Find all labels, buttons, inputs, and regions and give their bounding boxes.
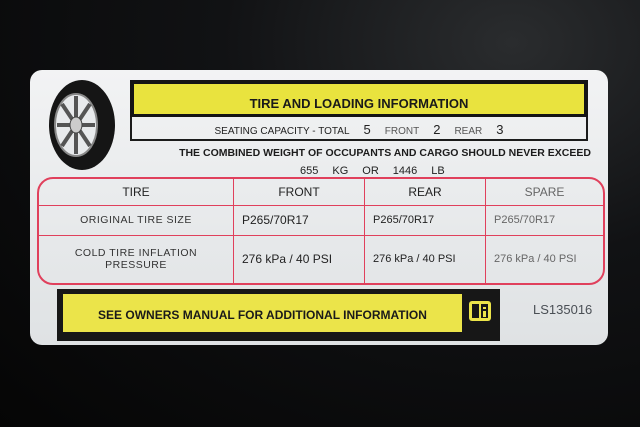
label-code: LS135016	[533, 302, 593, 317]
title-banner: TIRE AND LOADING INFORMATION	[130, 80, 588, 117]
table-header: TIRE FRONT REAR SPARE	[39, 179, 603, 206]
seating-total: 5	[363, 122, 371, 137]
header-front: FRONT	[234, 179, 365, 206]
weight-lb-unit: LB	[431, 165, 445, 177]
spare-value: P265/70R17	[486, 206, 603, 236]
rear-count: 3	[496, 122, 504, 137]
row-label: COLD TIRE INFLATION PRESSURE	[39, 235, 234, 283]
footer-bar: SEE OWNERS MANUAL FOR ADDITIONAL INFORMA…	[57, 289, 500, 341]
header-tire: TIRE	[39, 179, 234, 206]
front-value: 276 kPa / 40 PSI	[234, 235, 365, 283]
rear-value: 276 kPa / 40 PSI	[365, 235, 486, 283]
rear-label: REAR	[454, 126, 483, 137]
header-rear: REAR	[365, 179, 486, 206]
owners-manual-notice: SEE OWNERS MANUAL FOR ADDITIONAL INFORMA…	[63, 294, 462, 332]
book-icon	[469, 301, 491, 321]
weight-lb: 1446	[392, 165, 418, 177]
tire-loading-placard: TIRE AND LOADING INFORMATION SEATING CAP…	[30, 70, 608, 345]
weight-kg: 655	[300, 165, 319, 177]
table-row: COLD TIRE INFLATION PRESSURE 276 kPa / 4…	[39, 235, 603, 283]
combined-weight-text: THE COMBINED WEIGHT OF OCCUPANTS AND CAR…	[179, 147, 591, 159]
weight-limit-row: 655 KG OR 1446 LB	[300, 165, 500, 177]
tire-icon	[49, 80, 115, 170]
front-value: P265/70R17	[234, 206, 365, 236]
seating-capacity-row: SEATING CAPACITY - TOTAL 5 FRONT 2 REAR …	[130, 117, 588, 141]
row-label: ORIGINAL TIRE SIZE	[39, 206, 234, 236]
header-spare: SPARE	[486, 179, 603, 206]
front-label: FRONT	[384, 126, 420, 137]
front-count: 2	[433, 122, 441, 137]
spare-value: 276 kPa / 40 PSI	[494, 253, 577, 266]
weight-or: OR	[362, 165, 379, 177]
weight-kg-unit: KG	[332, 165, 349, 177]
seating-label: SEATING CAPACITY - TOTAL	[214, 126, 350, 137]
table-row: ORIGINAL TIRE SIZE P265/70R17 P265/70R17…	[39, 206, 603, 236]
tire-table: TIRE FRONT REAR SPARE ORIGINAL TIRE SIZE…	[37, 177, 605, 285]
rear-value: P265/70R17	[365, 206, 486, 236]
